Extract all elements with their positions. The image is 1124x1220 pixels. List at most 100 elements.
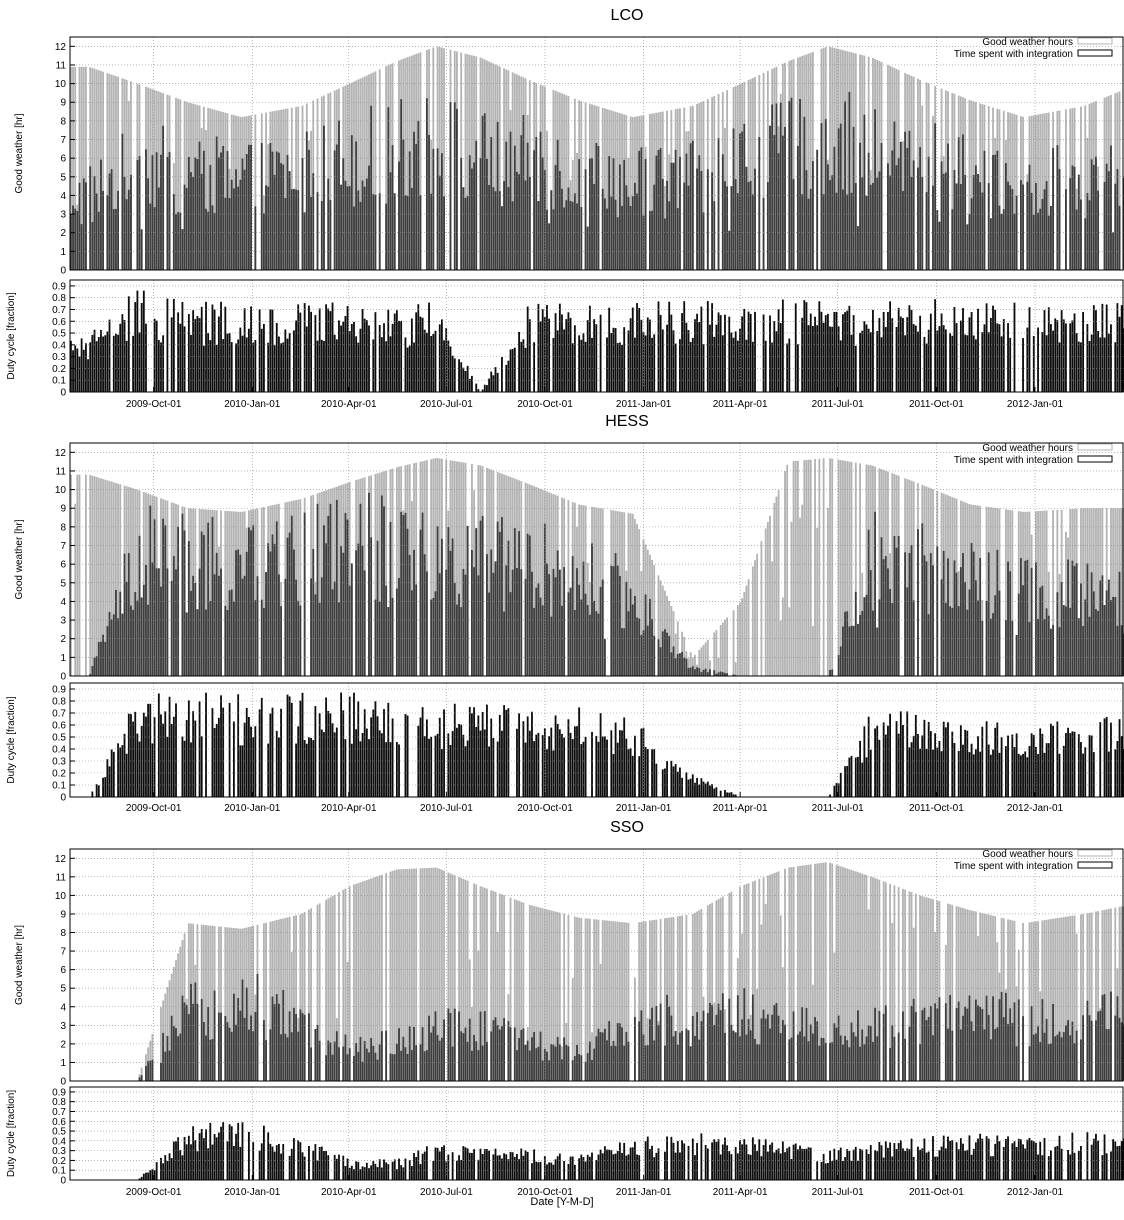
sso-integration-bar <box>361 1061 364 1081</box>
lco-good-weather-bar <box>631 117 634 270</box>
sso-good-weather-bar <box>606 920 608 1081</box>
hess-duty-bar <box>1043 752 1046 797</box>
lco-integration-bar <box>644 159 647 270</box>
sso-duty-bar <box>859 1148 861 1180</box>
sso-legend-label: Time spent with integration <box>954 861 1073 872</box>
lco-good-weather-bar <box>344 85 347 271</box>
lco-good-weather-bar <box>518 75 521 270</box>
sso-integration-bar <box>861 1029 864 1081</box>
sso-good-weather-bar <box>698 910 701 1081</box>
lco-duty-bar <box>179 323 182 392</box>
hess-integration-bar <box>1082 626 1085 676</box>
hess-good-weather-bar <box>226 510 229 676</box>
sso-integration-bar <box>829 1042 831 1081</box>
sso-integration-bar <box>453 1008 456 1081</box>
sso-duty-bar <box>826 1162 829 1180</box>
lco-upper-ytick-label: 0 <box>60 266 66 277</box>
sso-integration-bar <box>308 1013 310 1081</box>
lco-duty-bar <box>78 356 81 392</box>
hess-integration-bar <box>685 658 688 676</box>
hess-good-weather-bar <box>535 487 538 676</box>
hess-upper-ytick-label: 2 <box>60 634 66 645</box>
sso-good-weather-bar <box>584 918 587 1081</box>
sso-good-weather-bar <box>807 864 810 1081</box>
sso-good-weather-bar <box>1120 906 1123 1081</box>
hess-duty-bar <box>477 715 480 797</box>
hess-good-weather-bar <box>878 468 881 676</box>
sso-integration-bar <box>192 1003 195 1081</box>
hess-duty-bar <box>861 762 864 797</box>
lco-good-weather-bar <box>749 79 752 271</box>
hess-integration-bar <box>1007 561 1009 676</box>
lco-integration-bar <box>966 224 969 270</box>
sso-integration-bar <box>807 1041 810 1081</box>
sso-good-weather-bar <box>220 926 222 1081</box>
hess-good-weather-bar <box>410 501 413 676</box>
sso-integration-bar <box>588 1041 591 1081</box>
hess-duty-bar <box>170 723 173 797</box>
sso-duty-bar <box>520 1148 523 1180</box>
sso-good-weather-bar <box>616 921 619 1081</box>
hess-duty-bar <box>466 740 469 797</box>
lco-duty-bar <box>588 305 591 392</box>
lco-duty-bar <box>1075 333 1078 392</box>
hess-duty-bar <box>927 721 930 797</box>
hess-duty-bar <box>434 735 437 797</box>
sso-duty-bar <box>691 1138 694 1180</box>
lco-duty-bar <box>338 320 340 392</box>
hess-integration-bar <box>681 651 683 676</box>
hess-integration-bar <box>507 540 510 676</box>
lco-good-weather-bar <box>642 115 645 271</box>
lco-xtick-label: 2010-Jul-01 <box>420 399 473 410</box>
lco-good-weather-bar <box>361 77 364 270</box>
hess-duty-bar <box>1056 721 1059 797</box>
lco-integration-bar <box>556 139 559 270</box>
sso-duty-bar <box>355 1161 358 1180</box>
sso-integration-bar <box>149 1060 152 1081</box>
lco-duty-bar <box>451 355 454 392</box>
lco-integration-bar <box>1032 214 1035 270</box>
hess-good-weather-bar <box>561 497 563 676</box>
sso-integration-bar <box>335 1031 338 1081</box>
sso-integration-bar <box>425 1050 428 1081</box>
hess-good-weather-bar <box>651 559 653 676</box>
lco-integration-bar <box>312 173 315 270</box>
lco-duty-bar <box>694 319 696 392</box>
sso-duty-bar <box>657 1148 660 1180</box>
lco-good-weather-bar <box>74 66 77 270</box>
sso-duty-bar <box>934 1156 937 1180</box>
lco-integration-bar <box>1047 215 1050 270</box>
sso-duty-bar <box>1073 1152 1076 1180</box>
hess-good-weather-bar <box>661 585 664 676</box>
lco-duty-bar <box>329 311 332 392</box>
lco-integration-bar <box>205 208 207 270</box>
hess-integration-bar <box>252 525 255 676</box>
lco-good-weather-bar <box>807 53 810 270</box>
lco-integration-bar <box>854 183 857 270</box>
hess-duty-bar <box>505 709 508 797</box>
hess-duty-bar <box>1026 757 1029 797</box>
lco-integration-bar <box>271 151 274 270</box>
lco-duty-bar <box>910 309 913 392</box>
sso-duty-bar <box>726 1145 729 1180</box>
hess-duty-bar <box>440 749 443 797</box>
hess-duty-bar <box>704 783 707 797</box>
sso-good-weather-bar <box>546 909 548 1081</box>
sso-good-weather-bar <box>353 884 355 1081</box>
hess-duty-bar <box>1007 735 1009 797</box>
hess-good-weather-bar <box>432 458 435 676</box>
sso-duty-bar <box>404 1158 407 1180</box>
hess-good-weather-bar <box>584 505 587 676</box>
sso-integration-bar <box>904 1038 907 1081</box>
hess-duty-bar <box>576 726 578 797</box>
lco-duty-bar <box>134 302 137 392</box>
sso-upper-ytick-label: 0 <box>60 1077 66 1088</box>
sso-good-weather-bar <box>803 865 806 1081</box>
sso-integration-bar <box>642 1034 645 1081</box>
hess-integration-bar <box>700 672 703 676</box>
sso-good-weather-bar <box>453 875 456 1081</box>
sso-integration-bar <box>357 1051 360 1081</box>
sso-good-weather-bar <box>974 911 977 1081</box>
lco-good-weather-bar <box>78 66 81 270</box>
